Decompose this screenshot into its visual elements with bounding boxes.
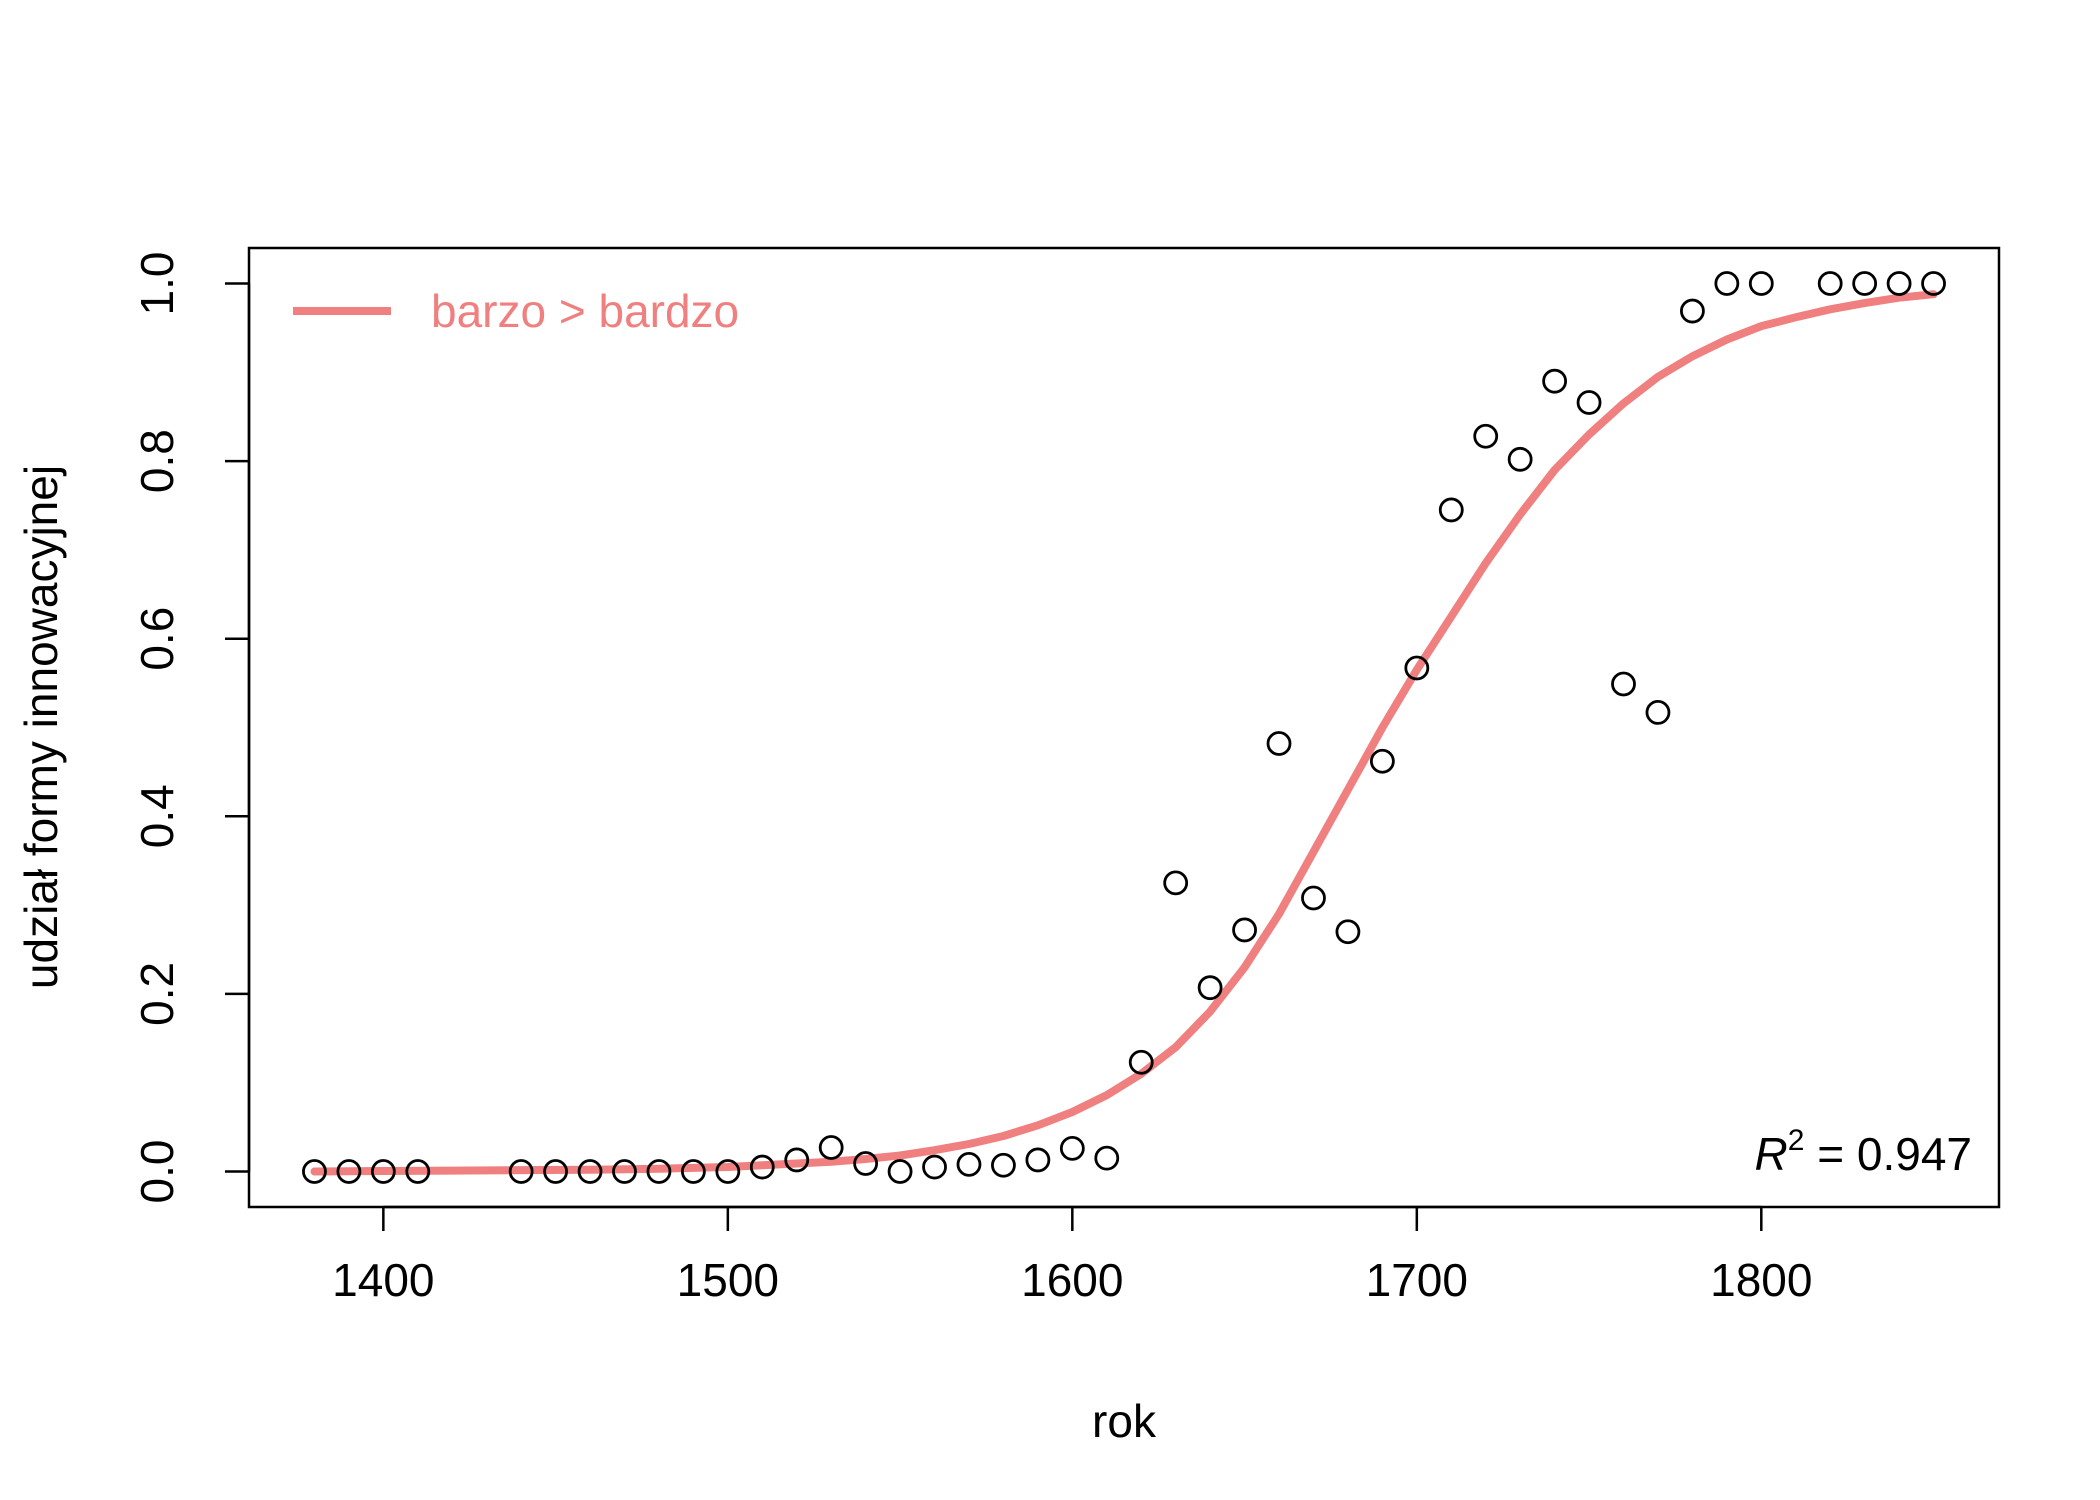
data-point	[1197, 975, 1223, 1001]
y-tick-label: 0.0	[131, 1140, 183, 1204]
data-point	[612, 1159, 637, 1184]
y-tick-label: 0.8	[131, 429, 183, 493]
data-point	[853, 1151, 879, 1176]
data-point	[784, 1147, 810, 1173]
data-points-layer	[302, 271, 1946, 1184]
data-point	[1714, 271, 1740, 296]
data-point	[1817, 271, 1843, 296]
data-point	[818, 1135, 844, 1160]
data-point	[1611, 671, 1636, 697]
data-point	[1680, 298, 1705, 324]
fitted-curve-layer	[310, 290, 1938, 1176]
data-point	[543, 1159, 568, 1184]
data-point	[1542, 368, 1568, 394]
data-point	[405, 1159, 431, 1184]
x-tick-label: 1800	[1710, 1254, 1812, 1306]
data-point	[1128, 1049, 1154, 1075]
x-tick-label: 1400	[332, 1254, 434, 1306]
data-point	[1576, 390, 1602, 415]
fitted-curve-line	[310, 290, 1938, 1176]
r-squared-symbol: R	[1755, 1128, 1788, 1180]
data-point	[508, 1159, 534, 1184]
data-point	[1266, 731, 1292, 756]
y-tick-label: 0.6	[131, 607, 183, 671]
x-tick-label: 1600	[1021, 1254, 1123, 1306]
data-point	[1094, 1145, 1120, 1171]
r-squared-exponent: 2	[1788, 1124, 1805, 1157]
y-axis: 0.0 0.2 0.4 0.6 0.8 1.0	[131, 252, 251, 1204]
x-axis: 1400 1500 1600 1700 1800	[332, 1205, 1812, 1306]
data-point	[1369, 748, 1395, 774]
data-point	[887, 1159, 913, 1184]
data-point	[1438, 497, 1464, 523]
r-squared-annotation: R2 = 0.947	[1755, 1124, 1972, 1180]
data-point	[302, 1159, 327, 1184]
data-point	[956, 1151, 982, 1177]
data-point	[1059, 1135, 1085, 1161]
data-point	[1886, 271, 1912, 296]
data-point	[577, 1159, 603, 1184]
plot-frame	[247, 246, 2001, 1209]
data-point	[1645, 700, 1671, 725]
data-point	[715, 1159, 741, 1184]
legend: barzo > bardzo	[293, 285, 739, 337]
y-tick-label: 1.0	[131, 252, 183, 316]
y-tick-label: 0.4	[131, 784, 183, 848]
data-point	[1163, 870, 1189, 896]
data-point	[1748, 271, 1774, 296]
data-point	[336, 1159, 362, 1184]
x-tick-label: 1500	[677, 1254, 779, 1306]
data-point	[646, 1159, 672, 1184]
data-point	[922, 1154, 947, 1180]
data-point	[1301, 885, 1326, 911]
data-point	[1507, 446, 1533, 472]
r-squared-value: = 0.947	[1804, 1128, 1972, 1180]
data-point	[1025, 1147, 1051, 1173]
data-point	[1852, 271, 1878, 296]
y-axis-title: udział formy innowacyjnej	[15, 465, 67, 989]
legend-label: barzo > bardzo	[431, 285, 739, 337]
data-point	[749, 1154, 775, 1180]
x-axis-title: rok	[1092, 1395, 1157, 1447]
data-point	[1473, 423, 1499, 449]
data-point	[680, 1159, 706, 1184]
x-tick-label: 1700	[1366, 1254, 1468, 1306]
data-point	[370, 1159, 396, 1184]
data-point	[991, 1152, 1016, 1178]
y-tick-label: 0.2	[131, 962, 183, 1026]
data-point	[1404, 655, 1430, 681]
data-point	[1232, 917, 1257, 943]
data-point	[1921, 271, 1946, 296]
data-point	[1335, 919, 1361, 945]
